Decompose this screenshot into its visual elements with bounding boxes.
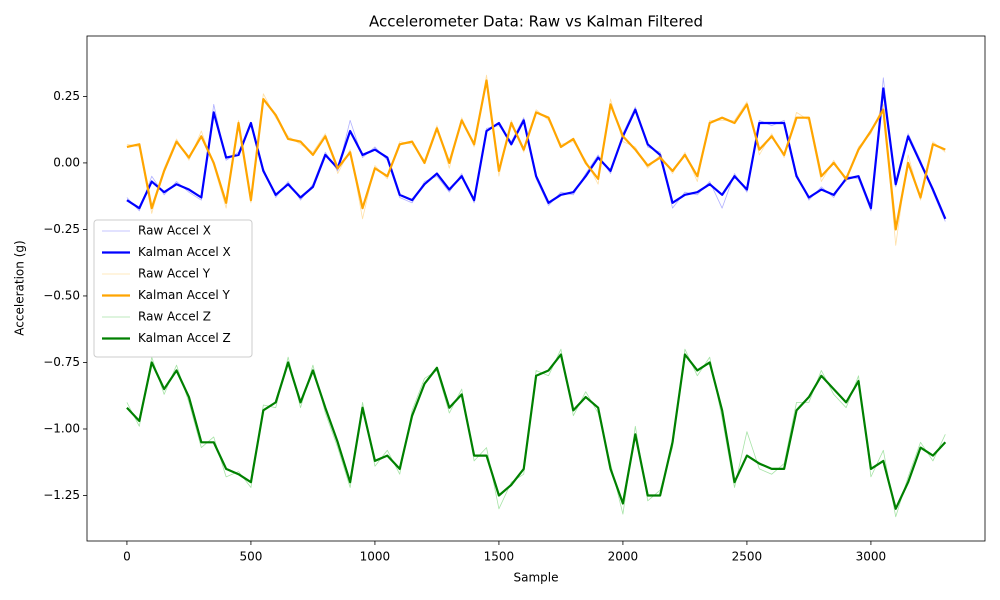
y-axis-label: Acceleration (g) <box>13 240 27 335</box>
x-tick-label: 1000 <box>360 550 391 564</box>
x-tick-label: 500 <box>239 550 262 564</box>
y-tick-label: 0.00 <box>53 155 80 169</box>
y-tick-label: 0.25 <box>53 89 80 103</box>
y-tick-label: −0.25 <box>43 222 80 236</box>
legend-label: Raw Accel Y <box>138 267 211 281</box>
legend-label: Raw Accel X <box>138 224 211 238</box>
x-axis-label: Sample <box>514 571 559 585</box>
series-line <box>126 348 946 518</box>
x-tick-label: 2000 <box>608 550 639 564</box>
plot-frame <box>86 35 986 542</box>
x-tick-label: 1500 <box>484 550 515 564</box>
x-tick-label: 2500 <box>732 550 763 564</box>
legend-box <box>93 219 253 358</box>
y-tick-label: −0.50 <box>43 288 80 302</box>
y-tick-label: −1.00 <box>43 421 80 435</box>
chart-title: Accelerometer Data: Raw vs Kalman Filter… <box>369 13 703 31</box>
plot-area <box>126 74 947 518</box>
x-tick-label: 0 <box>123 550 131 564</box>
series-line <box>126 79 946 231</box>
legend-label: Raw Accel Z <box>138 310 211 324</box>
y-tick-label: −0.75 <box>43 355 80 369</box>
legend-label: Kalman Accel Y <box>138 288 231 302</box>
x-tick-label: 3000 <box>856 550 887 564</box>
legend: Raw Accel X Kalman Accel X Raw Accel Y Kalm… <box>93 219 253 358</box>
y-tick-label: −1.25 <box>43 488 80 502</box>
series-line <box>126 353 947 510</box>
legend-label: Kalman Accel Z <box>138 331 231 345</box>
legend-label: Kalman Accel X <box>138 245 231 259</box>
series-line <box>126 87 947 220</box>
